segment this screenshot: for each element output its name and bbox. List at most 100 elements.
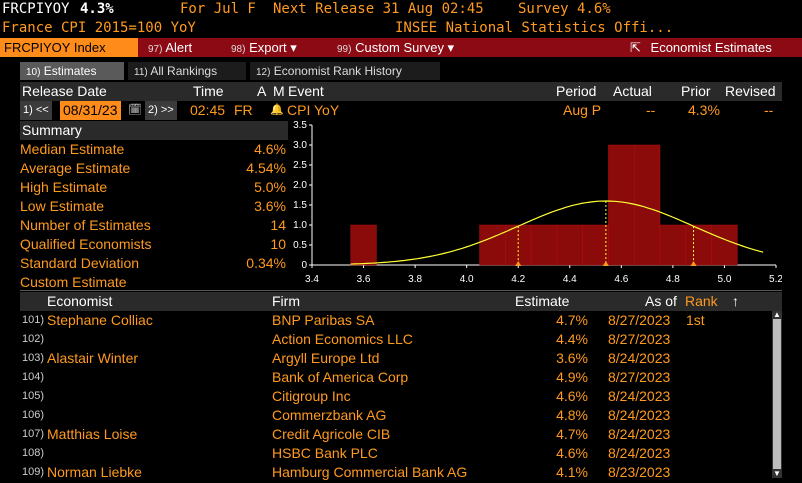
rank-value: 1st — [686, 312, 705, 328]
firm-col-header[interactable]: Firm — [272, 293, 300, 309]
estimate-value: 4.9% — [556, 369, 588, 385]
bell-icon[interactable]: 🔔 — [270, 104, 284, 116]
as-of-date: 8/24/2023 — [608, 407, 671, 423]
rank-col-header[interactable]: Rank — [685, 293, 718, 309]
row-index: 102) — [22, 333, 45, 345]
firm-name: Commerzbank AG — [272, 407, 387, 423]
table-row[interactable]: 104) Bank of America Corp 4.9% 8/27/2023 — [20, 368, 782, 387]
economist-name: Norman Liebke — [47, 464, 142, 480]
summary-row: Custom Estimate — [20, 273, 288, 292]
estimate-value: 4.6% — [556, 388, 588, 404]
histogram-bar — [582, 224, 609, 266]
economist-name: Stephane Colliac — [47, 312, 153, 328]
histogram-bar — [530, 224, 558, 266]
marker-triangle — [602, 261, 609, 266]
ticker-box[interactable]: FRCPIYOY Index — [0, 38, 138, 57]
table-scrollbar[interactable]: ▲ ▼ — [772, 311, 782, 478]
as-of-date: 8/27/2023 — [608, 312, 671, 328]
firm-name: Argyll Europe Ltd — [272, 350, 380, 366]
table-row[interactable]: 108) HSBC Bank PLC 4.6% 8/24/2023 — [20, 444, 782, 463]
row-index: 109) — [22, 466, 45, 478]
revised-header: Revised — [725, 83, 776, 99]
security-header: FRCPIYOY 4.3% For Jul F Next Release 31 … — [0, 0, 802, 19]
y-tick-label: 3.5 — [293, 121, 307, 131]
menu-bar: FRCPIYOY Index 97) Alert 98) Export ▾ 99… — [0, 38, 802, 57]
scrollbar-thumb[interactable] — [773, 319, 781, 469]
asof-col-header[interactable]: As of — [645, 293, 677, 309]
table-row[interactable]: 106) Commerzbank AG 4.8% 8/24/2023 — [20, 406, 782, 425]
summary-value: 3.6% — [254, 198, 286, 214]
summary-label: Median Estimate — [20, 141, 125, 157]
time-header: Time — [193, 83, 224, 99]
marker-triangle — [515, 261, 522, 266]
marker-triangle — [690, 261, 697, 266]
a-header: A — [257, 83, 267, 99]
export-menu[interactable]: 98) Export ▾ — [231, 38, 297, 59]
economist-estimates-label: Economist Estimates — [650, 40, 772, 55]
custom-survey-menu[interactable]: 99) Custom Survey ▾ — [337, 38, 454, 59]
table-row[interactable]: 103) Alastair Winter Argyll Europe Ltd 3.6%… — [20, 349, 782, 368]
histogram-bar — [659, 224, 687, 266]
prev-release-button[interactable]: 1) << — [20, 101, 52, 120]
y-tick-label: 0.5 — [293, 240, 307, 251]
y-tick-label: 1.0 — [293, 220, 307, 231]
divider — [20, 290, 782, 291]
y-tick-label: 2.0 — [293, 180, 307, 191]
period-header: Period — [556, 83, 597, 99]
calendar-icon[interactable]: 🗓 — [128, 104, 142, 116]
release-period: Aug P — [563, 102, 602, 118]
release-prior: 4.3% — [688, 102, 720, 118]
tab-all-rankings-label: All Rankings — [150, 64, 218, 78]
economist-table: Economist Firm Estimate As of Rank ↑ 101… — [20, 292, 782, 482]
tab-all-rankings[interactable]: 11) All Rankings — [128, 62, 246, 80]
alert-menu[interactable]: 97) Alert — [148, 38, 192, 59]
tab-all-rankings-num: 11) — [134, 67, 148, 78]
summary-row: Low Estimate 3.6% — [20, 197, 288, 216]
estimate-col-header[interactable]: Estimate — [515, 293, 570, 309]
distribution-curve — [350, 200, 764, 265]
scroll-down-icon[interactable]: ▼ — [773, 469, 781, 478]
economist-col-header[interactable]: Economist — [47, 293, 113, 309]
event-header: Event — [288, 83, 324, 99]
summary-value: 4.54% — [246, 160, 286, 176]
histogram-bar — [479, 224, 506, 266]
release-country: FR — [234, 102, 253, 118]
table-row[interactable]: 107) Matthias Loise Credit Agricole CIB 4.7… — [20, 425, 782, 444]
external-link-icon: ⇱ — [630, 40, 641, 55]
tab-economist-rank-history[interactable]: 12) Economist Rank History — [250, 62, 440, 80]
summary-row: Average Estimate 4.54% — [20, 159, 288, 178]
y-tick-label: 2.5 — [293, 160, 307, 171]
table-row[interactable]: 109) Norman Liebke Hamburg Commercial Bank… — [20, 463, 782, 482]
summary-value: 4.6% — [254, 141, 286, 157]
row-index: 101) — [22, 314, 45, 326]
y-tick-label: 3.0 — [293, 140, 307, 151]
table-row[interactable]: 101) Stephane Colliac BNP Paribas SA 4.7% 8/… — [20, 311, 782, 330]
table-row[interactable]: 102) Action Economics LLC 4.4% 8/27/2023 — [20, 330, 782, 349]
row-index: 108) — [22, 447, 45, 459]
custom-survey-menu-label: Custom Survey ▾ — [355, 40, 455, 55]
firm-name: HSBC Bank PLC — [272, 445, 378, 461]
tab-estimates[interactable]: 10) Estimates — [20, 62, 124, 80]
summary-row: Number of Estimates 14 — [20, 216, 288, 235]
custom-survey-menu-num: 99) — [337, 44, 352, 55]
scroll-up-icon[interactable]: ▲ — [773, 310, 781, 319]
firm-name: Credit Agricole CIB — [272, 426, 391, 442]
row-index: 106) — [22, 409, 45, 421]
estimate-value: 4.7% — [556, 312, 588, 328]
histogram-bar — [350, 224, 377, 266]
x-tick-label: 4.6 — [614, 274, 628, 285]
sort-up-arrow-icon[interactable]: ↑ — [732, 293, 739, 309]
tab-estimates-label: Estimates — [43, 64, 97, 78]
table-row[interactable]: 105) Citigroup Inc 4.6% 8/24/2023 — [20, 387, 782, 406]
x-tick-label: 5.0 — [717, 274, 731, 285]
x-tick-label: 3.4 — [305, 274, 319, 285]
summary-value: 14 — [270, 217, 286, 233]
prior-header: Prior — [681, 83, 711, 99]
next-release-button[interactable]: 2) >> — [145, 101, 177, 120]
economist-estimates-link[interactable]: ⇱ Economist Estimates — [630, 38, 772, 57]
summary-label: Number of Estimates — [20, 217, 151, 233]
summary-label: Low Estimate — [20, 198, 105, 214]
security-description: France CPI 2015=100 YoY INSEE National S… — [0, 19, 802, 37]
release-date-field[interactable]: 08/31/23 — [60, 101, 121, 120]
as-of-date: 8/27/2023 — [608, 331, 671, 347]
